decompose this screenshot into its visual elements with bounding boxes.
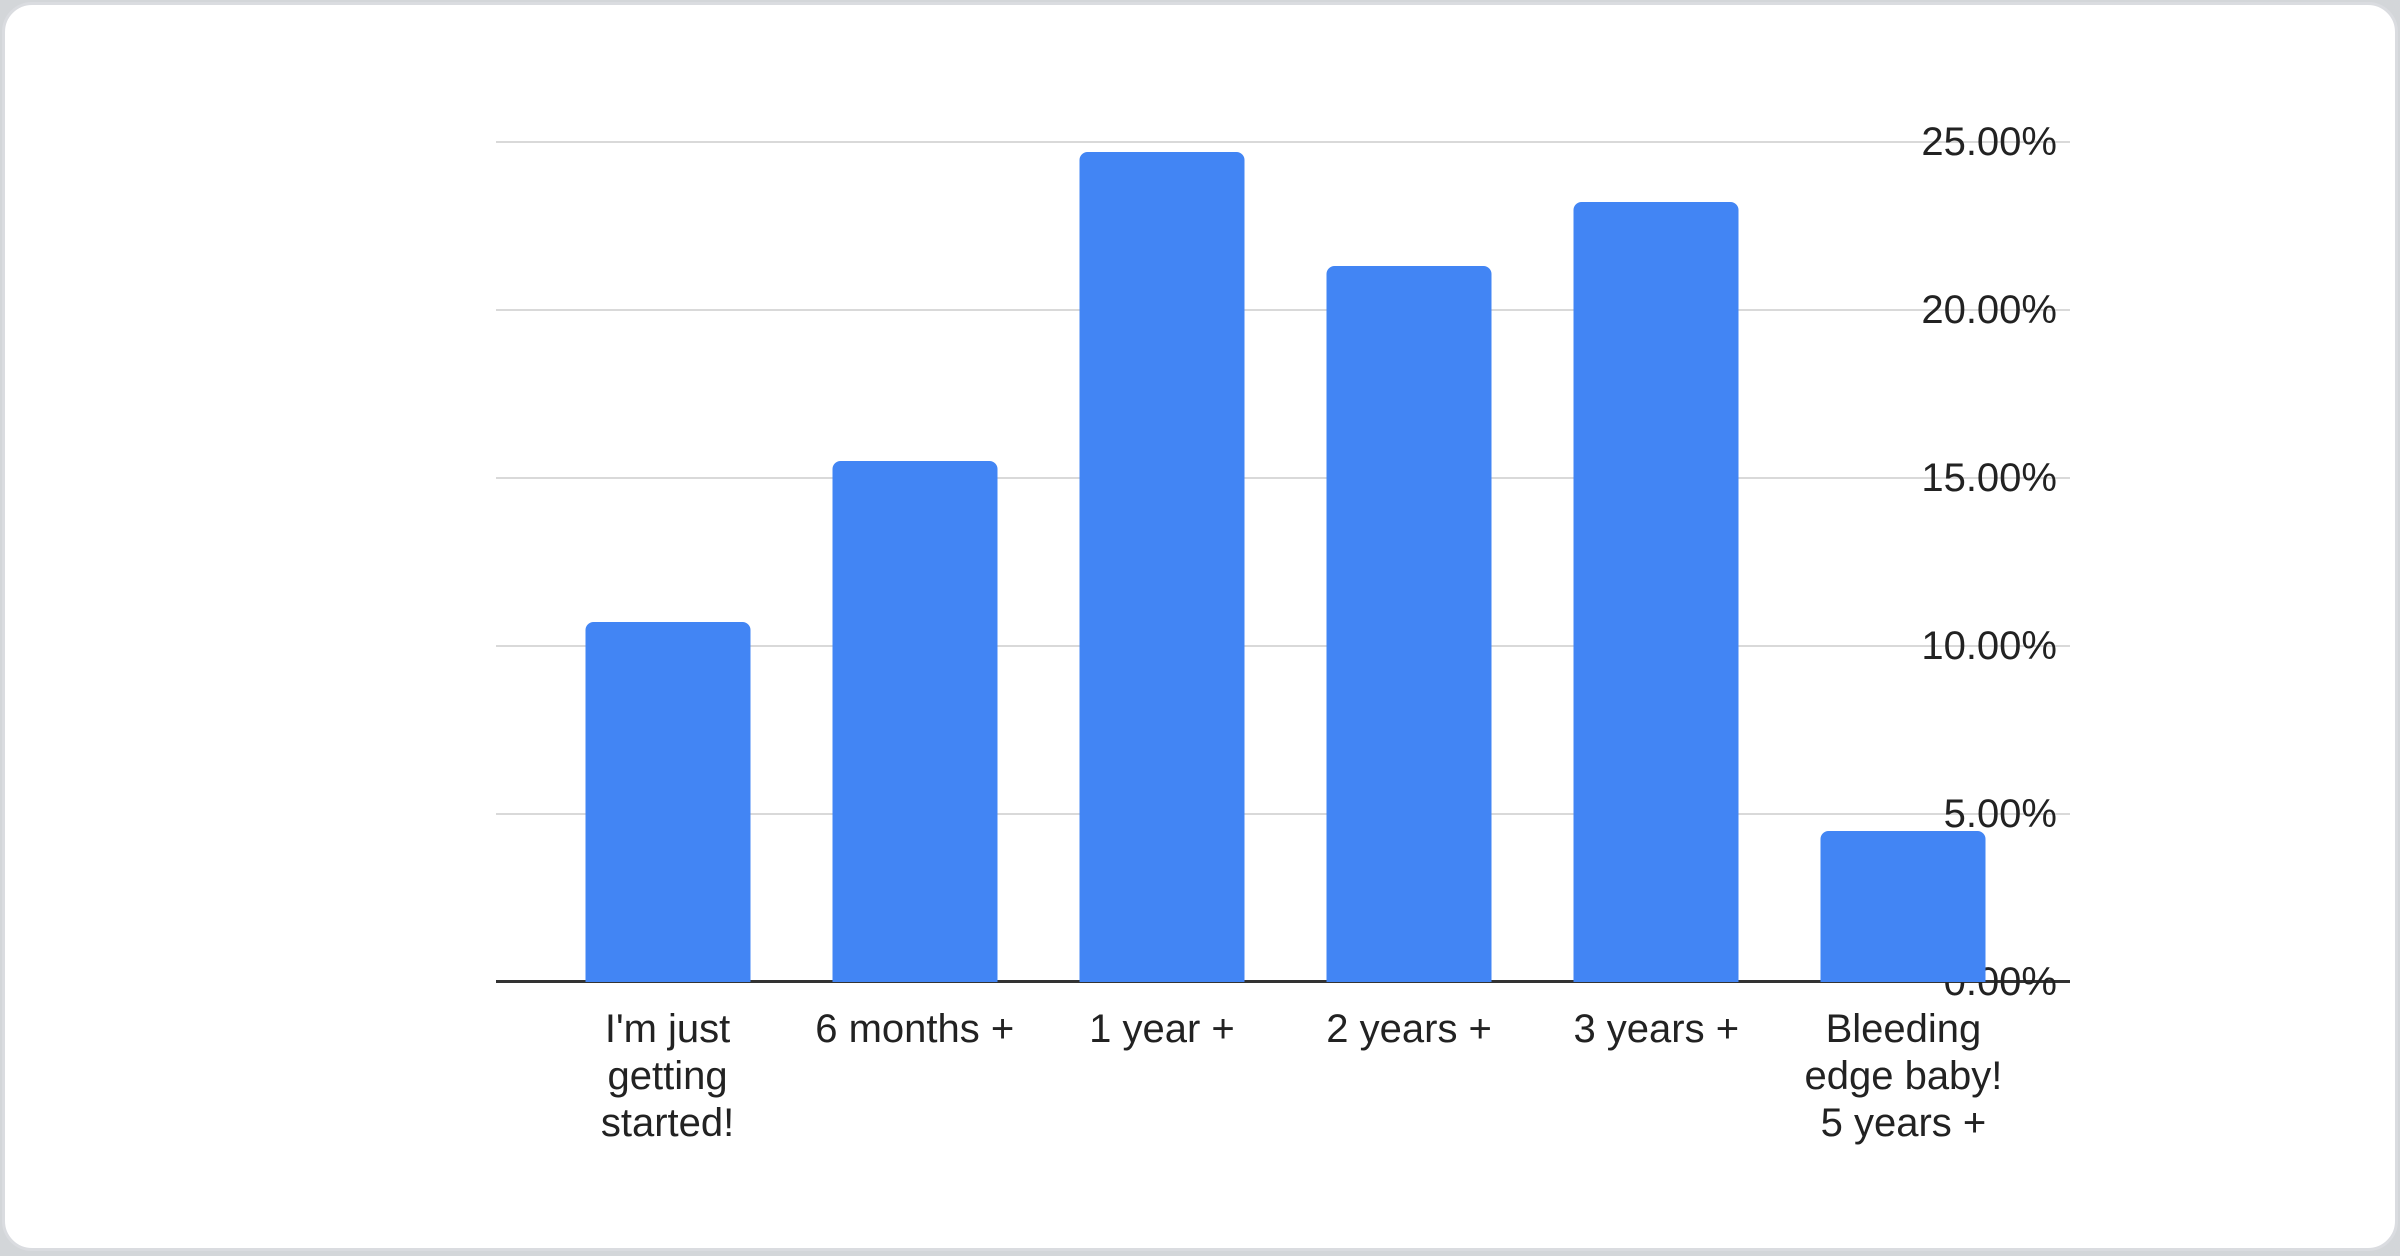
bar-slot-0 [544, 142, 791, 982]
bar-slot-2 [1038, 142, 1285, 982]
y-tick-label-25.00%: 25.00% [1921, 120, 2057, 164]
x-category-label-5: Bleeding edge baby! 5 years + [1780, 1006, 2027, 1147]
x-category-label-line: edge baby! [1804, 1054, 2003, 1098]
y-tick-label-20.00%: 20.00% [1921, 288, 2057, 332]
x-category-label-3: 2 years + [1286, 1006, 1533, 1147]
bar-0[interactable] [585, 622, 751, 982]
y-tick-label-15.00%: 15.00% [1921, 456, 2057, 500]
gridline-15.00% [496, 477, 2070, 479]
x-category-label-line: 1 year + [1089, 1007, 1235, 1051]
bars-layer [544, 142, 2027, 982]
x-axis-line [496, 980, 2070, 983]
y-tick-label-5.00%: 5.00% [1943, 792, 2057, 836]
bar-2[interactable] [1079, 152, 1245, 982]
bar-4[interactable] [1573, 202, 1739, 982]
x-category-label-line: 6 months + [815, 1007, 1015, 1051]
bar-slot-5 [1780, 142, 2027, 982]
bar-slot-3 [1286, 142, 1533, 982]
x-category-label-1: 6 months + [791, 1006, 1038, 1147]
x-category-label-line: 5 years + [1820, 1101, 1987, 1145]
x-category-label-0: I'm just getting started! [544, 1006, 791, 1147]
x-category-label-line: I'm just [604, 1007, 731, 1051]
bar-slot-4 [1533, 142, 1780, 982]
x-category-label-line: Bleeding [1825, 1007, 1982, 1051]
y-tick-label-10.00%: 10.00% [1921, 624, 2057, 668]
x-category-label-line: 2 years + [1326, 1007, 1492, 1051]
plot-area: 0.00% 5.00% 10.00% 15.00% 20.00% 25.00% I'm j… [496, 120, 2070, 1145]
bar-1[interactable] [832, 461, 998, 982]
x-category-label-4: 3 years + [1533, 1006, 1780, 1147]
gridline-25.00% [496, 141, 2070, 143]
x-axis-labels: I'm just getting started! 6 months + 1 year … [544, 1006, 2027, 1147]
bar-5[interactable] [1820, 830, 1986, 982]
gridline-5.00% [496, 813, 2070, 815]
x-category-label-line: getting [607, 1054, 728, 1098]
bar-3[interactable] [1326, 266, 1492, 982]
x-category-label-2: 1 year + [1038, 1006, 1285, 1147]
x-category-label-line: started! [600, 1101, 735, 1145]
gridline-20.00% [496, 309, 2070, 311]
gridline-10.00% [496, 645, 2070, 647]
bar-slot-1 [791, 142, 1038, 982]
x-category-label-line: 3 years + [1573, 1007, 1740, 1051]
